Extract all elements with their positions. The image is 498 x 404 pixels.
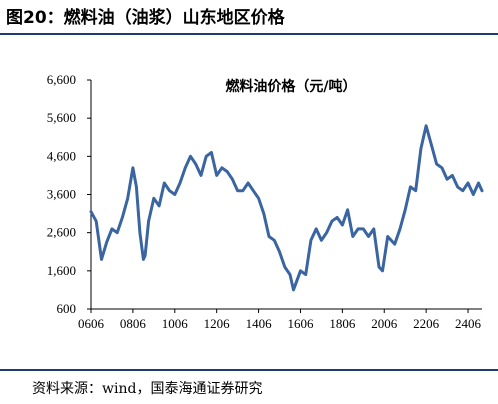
chart-plot-area	[89, 124, 484, 292]
x-tick-label: 1406	[246, 316, 273, 331]
x-tick-label: 1806	[329, 316, 356, 331]
figure-title: 图20：燃料油（油浆）山东地区价格	[6, 8, 285, 28]
x-tick-label: 0606	[78, 316, 105, 331]
bottom-rule	[0, 369, 498, 371]
source-note: 资料来源：wind，国泰海通证券研究	[32, 381, 263, 397]
y-tick-label: 4,600	[47, 148, 76, 163]
top-rule	[0, 33, 498, 35]
y-tick-label: 3,600	[47, 187, 76, 202]
price-series-line	[89, 124, 484, 292]
x-tick-label: 0806	[120, 316, 147, 331]
y-tick-label: 5,600	[47, 110, 76, 125]
y-tick-label: 6,600	[47, 72, 76, 87]
x-tick-label: 2006	[371, 316, 398, 331]
y-tick-label: 600	[57, 301, 77, 316]
chart-title: 燃料油价格（元/吨）	[225, 78, 356, 95]
x-tick-label: 1206	[204, 316, 231, 331]
x-tick-label: 2406	[455, 316, 482, 331]
x-tick-label: 1006	[162, 316, 189, 331]
x-tick-label: 1606	[287, 316, 314, 331]
y-tick-label: 2,600	[47, 225, 76, 240]
y-tick-label: 1,600	[47, 263, 76, 278]
x-tick-label: 2206	[413, 316, 440, 331]
